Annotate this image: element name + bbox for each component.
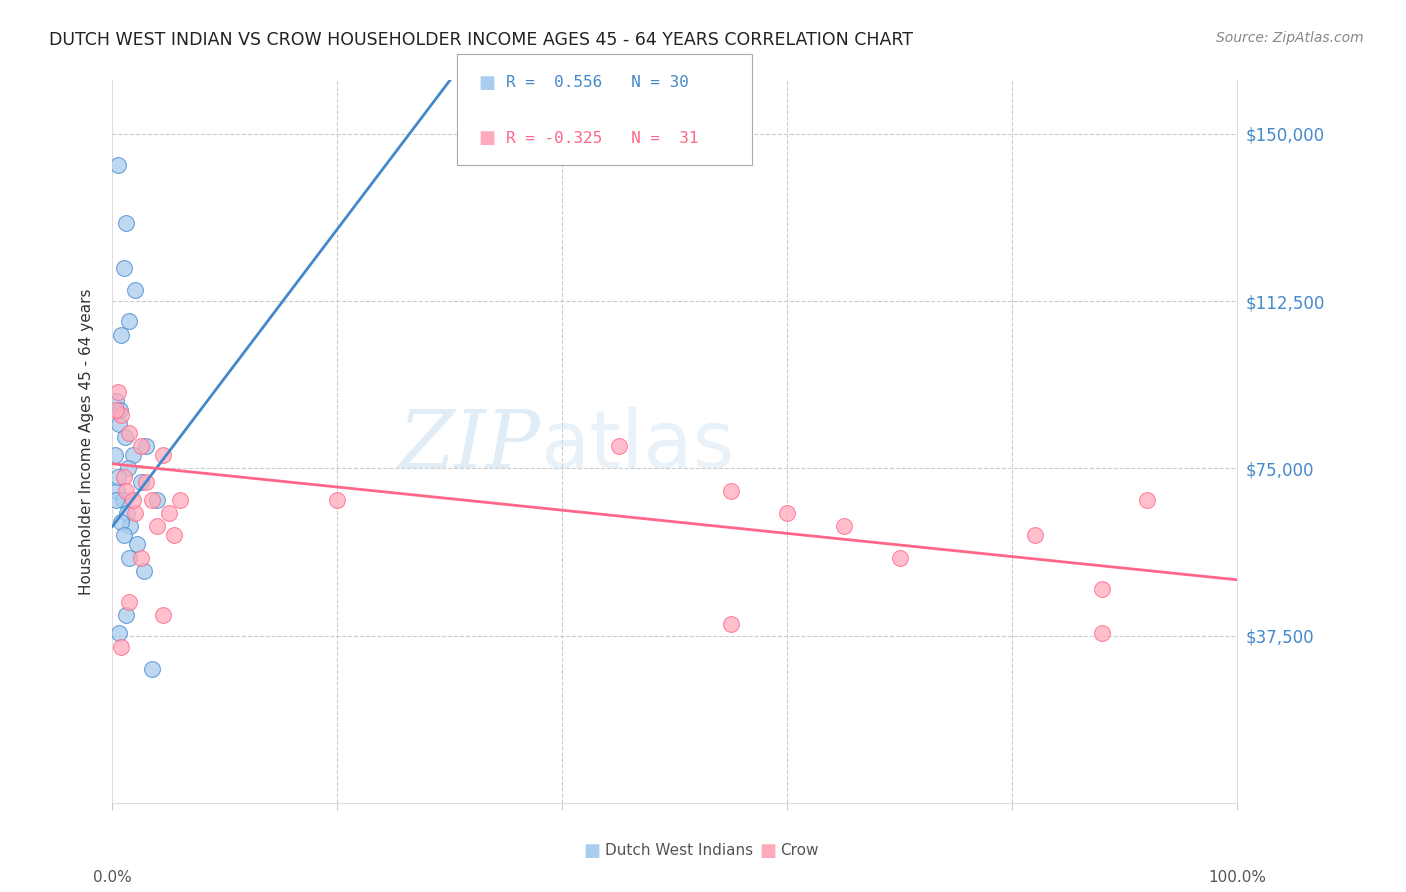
Point — [104, 448, 127, 462]
Point — [112, 528, 135, 542]
Point — [121, 448, 143, 462]
Text: R = -0.325   N =  31: R = -0.325 N = 31 — [506, 131, 699, 145]
Point — [107, 470, 129, 484]
Point — [104, 492, 127, 507]
Point — [124, 283, 146, 297]
Text: Dutch West Indians: Dutch West Indians — [605, 844, 752, 858]
Point — [157, 506, 180, 520]
Point — [108, 626, 131, 640]
Text: Crow: Crow — [780, 844, 818, 858]
Point — [124, 506, 146, 520]
Point — [115, 483, 138, 498]
Point — [112, 260, 135, 275]
Point — [776, 506, 799, 520]
Point — [135, 439, 157, 453]
Text: ■: ■ — [759, 842, 776, 860]
Text: Source: ZipAtlas.com: Source: ZipAtlas.com — [1216, 31, 1364, 45]
Point — [720, 617, 742, 632]
Point — [110, 515, 132, 529]
Text: ZIP: ZIP — [398, 408, 540, 484]
Point — [129, 550, 152, 565]
Point — [112, 470, 135, 484]
Point — [110, 408, 132, 422]
Point — [127, 537, 149, 551]
Point — [1136, 492, 1159, 507]
Point — [104, 403, 127, 417]
Y-axis label: Householder Income Ages 45 - 64 years: Householder Income Ages 45 - 64 years — [79, 288, 94, 595]
Point — [107, 158, 129, 172]
Point — [111, 492, 134, 507]
Point — [141, 492, 163, 507]
Point — [110, 403, 132, 417]
Point — [1024, 528, 1046, 542]
Text: R =  0.556   N = 30: R = 0.556 N = 30 — [506, 76, 689, 90]
Text: ■: ■ — [583, 842, 600, 860]
Point — [107, 385, 129, 400]
Point — [115, 216, 138, 230]
Point — [108, 417, 131, 431]
Text: ■: ■ — [478, 74, 495, 92]
Point — [132, 564, 155, 578]
Point — [607, 439, 630, 453]
Point — [121, 492, 143, 507]
Point — [118, 314, 141, 328]
Point — [135, 475, 157, 489]
Point — [832, 519, 855, 533]
Point — [117, 461, 139, 475]
Point — [114, 430, 136, 444]
Point — [163, 528, 186, 542]
Text: 0.0%: 0.0% — [93, 870, 132, 885]
Point — [720, 483, 742, 498]
Point — [1091, 626, 1114, 640]
Point — [146, 492, 169, 507]
Point — [110, 327, 132, 342]
Point — [105, 483, 128, 498]
Point — [146, 519, 169, 533]
Point — [118, 550, 141, 565]
Point — [115, 506, 138, 520]
Text: DUTCH WEST INDIAN VS CROW HOUSEHOLDER INCOME AGES 45 - 64 YEARS CORRELATION CHAR: DUTCH WEST INDIAN VS CROW HOUSEHOLDER IN… — [49, 31, 914, 49]
Point — [326, 492, 349, 507]
Point — [169, 492, 191, 507]
Point — [120, 519, 142, 533]
Point — [104, 394, 127, 409]
Text: 100.0%: 100.0% — [1208, 870, 1267, 885]
Point — [118, 595, 141, 609]
Point — [889, 550, 911, 565]
Point — [152, 448, 174, 462]
Point — [141, 662, 163, 676]
Point — [110, 640, 132, 654]
Text: atlas: atlas — [540, 407, 734, 485]
Point — [1091, 582, 1114, 596]
Point — [152, 608, 174, 623]
Point — [118, 425, 141, 440]
Point — [129, 439, 152, 453]
Text: ■: ■ — [478, 129, 495, 147]
Point — [129, 475, 152, 489]
Point — [115, 608, 138, 623]
